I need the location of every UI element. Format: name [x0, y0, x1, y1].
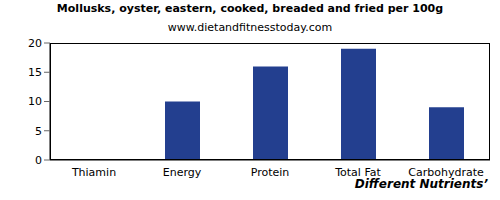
svg-text:Energy: Energy	[163, 166, 202, 179]
svg-text:Carbohydrate: Carbohydrate	[408, 166, 484, 179]
svg-text:Protein: Protein	[251, 166, 290, 179]
svg-text:5: 5	[35, 125, 42, 138]
svg-text:15: 15	[28, 66, 42, 79]
svg-text:Total Fat: Total Fat	[334, 166, 381, 179]
html-text:Mollusks, oyster, eastern, coo: Mollusks, oyster, eastern, cooked, bread…	[56, 2, 444, 15]
html-text:www.dietandfitnesstoday.com: www.dietandfitnesstoday.com	[167, 21, 333, 34]
svg-text:20: 20	[28, 37, 42, 50]
svg-text:0: 0	[35, 154, 42, 167]
svg-text:10: 10	[28, 95, 42, 108]
svg-text:Thiamin: Thiamin	[71, 166, 116, 179]
html-text:Different Nutrients’: Different Nutrients’	[354, 177, 488, 191]
